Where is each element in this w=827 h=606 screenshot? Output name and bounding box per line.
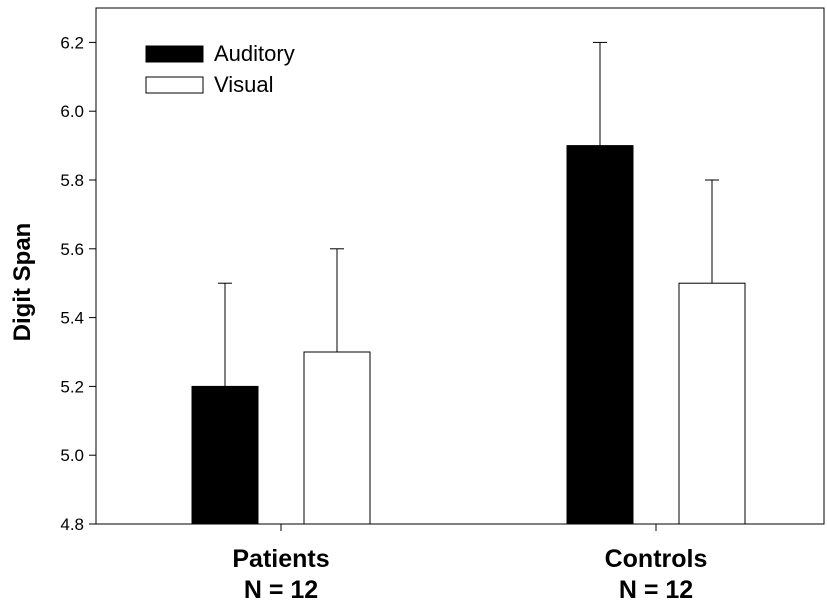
bar-auditory-0	[191, 385, 259, 525]
y-tick-label: 5.4	[60, 309, 84, 328]
error-bars	[218, 41, 719, 387]
y-tick-label: 5.2	[60, 377, 84, 396]
legend-swatch-visual	[145, 76, 204, 94]
bar-auditory-1	[566, 145, 634, 525]
y-tick-label: 6.2	[60, 33, 84, 52]
y-tick-label: 4.8	[60, 515, 84, 534]
bar-visual-1	[678, 282, 746, 525]
y-tick-label: 6.0	[60, 102, 84, 121]
x-axis: Patients N = 12 Controls N = 12	[232, 524, 707, 604]
bars	[191, 145, 746, 525]
legend-label-auditory: Auditory	[214, 41, 295, 66]
category-n-label: N = 12	[244, 576, 318, 604]
plot-border	[95, 7, 825, 525]
category-label: Controls	[605, 545, 708, 573]
category-label: Patients	[232, 545, 329, 573]
plot-frame	[95, 7, 825, 525]
category-n-label: N = 12	[619, 576, 693, 604]
y-tick-label: 5.8	[60, 171, 84, 190]
legend: Auditory Visual	[145, 41, 295, 97]
y-tick-label: 5.0	[60, 446, 84, 465]
bar-visual-0	[303, 351, 371, 525]
legend-label-visual: Visual	[214, 72, 274, 97]
y-tick-label: 5.6	[60, 240, 84, 259]
y-axis-title: Digit Span	[9, 223, 36, 342]
y-axis: 4.8 5.0 5.2 5.4 5.6 5.8 6.0 6.2	[60, 33, 96, 534]
legend-swatch-auditory	[145, 45, 204, 63]
